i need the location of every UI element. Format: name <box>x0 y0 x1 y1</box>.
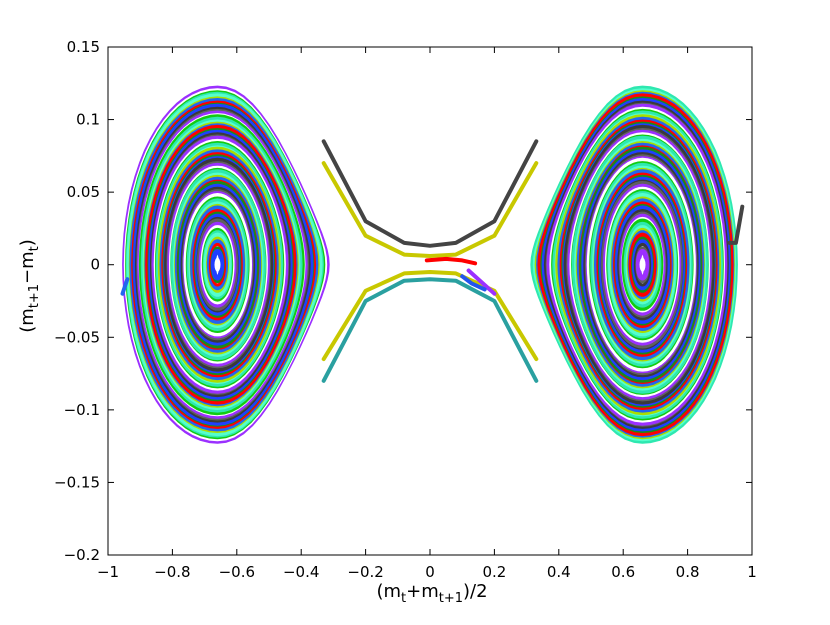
orbit-curve <box>576 142 705 387</box>
orbit-curve <box>559 119 718 410</box>
orbit-curve <box>574 138 707 391</box>
x-tick-label: −1 <box>97 563 119 581</box>
orbit-layer <box>122 85 738 444</box>
orbit-curve <box>546 103 728 426</box>
orbit-curve <box>567 129 712 400</box>
open-curve <box>424 256 478 266</box>
orbit-curve <box>563 124 715 405</box>
x-tick-label: −0.2 <box>347 563 383 581</box>
orbit-center <box>214 257 221 272</box>
y-tick-label: 0.05 <box>67 183 100 201</box>
open-curve <box>466 268 497 296</box>
x-tick-label: 1 <box>747 563 757 581</box>
orbit-curve <box>549 106 725 423</box>
orbit-curve <box>537 93 734 437</box>
orbit-curve <box>210 249 225 281</box>
open-curve <box>321 139 539 248</box>
y-tick-label: −0.1 <box>64 401 100 419</box>
y-axis-ticks: −0.2 −0.15 −0.1 −0.05 0 0.05 0.1 0.15 <box>54 38 752 564</box>
y-tick-label: 0.1 <box>76 111 100 129</box>
y-axis-label: (mt+1−mt) <box>17 239 42 333</box>
x-tick-label: −0.4 <box>283 563 319 581</box>
y-tick-label: −0.05 <box>54 328 100 346</box>
orbit-center <box>639 257 646 272</box>
orbit-curve <box>543 100 729 429</box>
orbit-curve <box>552 110 723 419</box>
open-curve <box>727 204 745 245</box>
y-tick-label: −0.2 <box>64 546 100 564</box>
orbit-curve <box>541 98 731 432</box>
x-tick-label: 0.2 <box>482 563 506 581</box>
open-curve <box>120 277 130 296</box>
x-axis-ticks: −1 −0.8 −0.6 −0.4 −0.2 0 0.2 0.4 0.6 0.8 1 <box>97 47 757 581</box>
open-curve <box>460 274 487 292</box>
orbit-curve <box>569 132 710 398</box>
x-axis-label: (mt+mt+1)/2 <box>376 581 487 606</box>
y-tick-label: −0.15 <box>54 473 100 491</box>
open-curve-layer <box>120 139 745 383</box>
x-tick-label: 0.6 <box>611 563 635 581</box>
x-tick-label: −0.8 <box>154 563 190 581</box>
open-curve <box>321 161 539 258</box>
y-tick-label: 0.15 <box>67 38 100 56</box>
orbit-curve <box>532 88 737 442</box>
x-tick-label: −0.6 <box>219 563 255 581</box>
y-tick-label: 0 <box>90 256 100 274</box>
x-tick-label: 0.4 <box>547 563 571 581</box>
x-tick-label: 0 <box>425 563 435 581</box>
orbit-curve <box>635 249 650 281</box>
open-curve <box>321 270 539 362</box>
open-curve <box>321 277 539 383</box>
orbit-curve <box>557 116 720 413</box>
x-tick-label: 0.8 <box>676 563 700 581</box>
orbit-curve <box>530 85 738 444</box>
